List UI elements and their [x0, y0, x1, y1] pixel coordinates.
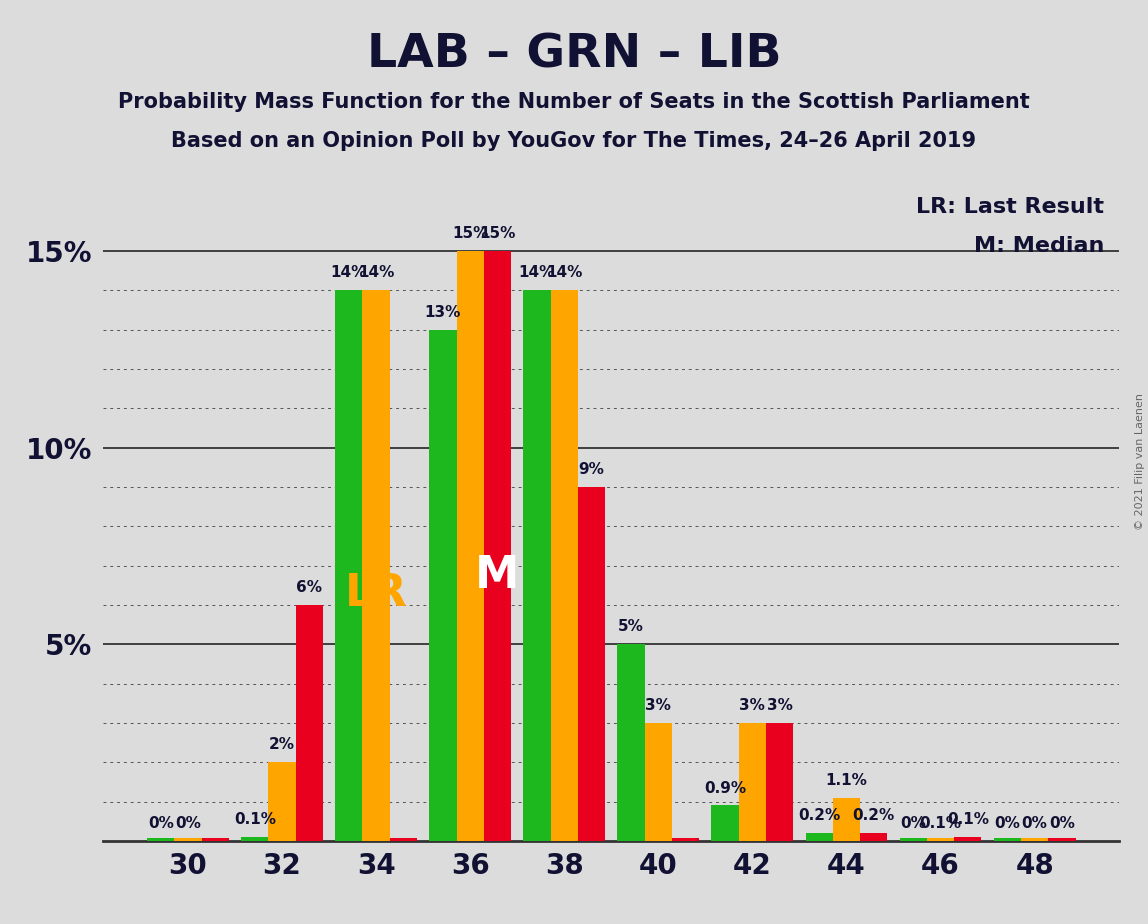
- Bar: [954, 837, 982, 841]
- Bar: [429, 330, 457, 841]
- Bar: [1048, 838, 1076, 841]
- Bar: [994, 838, 1021, 841]
- Bar: [712, 806, 739, 841]
- Bar: [577, 487, 605, 841]
- Bar: [241, 837, 269, 841]
- Text: 0.1%: 0.1%: [947, 812, 988, 827]
- Text: 6%: 6%: [296, 580, 323, 595]
- Bar: [202, 838, 228, 841]
- Text: Probability Mass Function for the Number of Seats in the Scottish Parliament: Probability Mass Function for the Number…: [118, 92, 1030, 113]
- Text: LAB – GRN – LIB: LAB – GRN – LIB: [366, 32, 782, 78]
- Text: 9%: 9%: [579, 462, 605, 477]
- Bar: [860, 833, 887, 841]
- Text: LR: LR: [344, 572, 408, 614]
- Text: 14%: 14%: [519, 265, 556, 281]
- Text: M: Median: M: Median: [974, 237, 1104, 256]
- Text: 0%: 0%: [1049, 816, 1075, 831]
- Bar: [483, 251, 511, 841]
- Text: 14%: 14%: [546, 265, 582, 281]
- Text: Based on an Opinion Poll by YouGov for The Times, 24–26 April 2019: Based on an Opinion Poll by YouGov for T…: [171, 131, 977, 152]
- Text: 0.2%: 0.2%: [798, 808, 840, 823]
- Bar: [672, 838, 699, 841]
- Bar: [335, 290, 363, 841]
- Text: 0.9%: 0.9%: [704, 781, 746, 796]
- Text: 0%: 0%: [148, 816, 173, 831]
- Bar: [363, 290, 390, 841]
- Bar: [900, 838, 926, 841]
- Text: 0.1%: 0.1%: [234, 812, 276, 827]
- Text: 3%: 3%: [645, 698, 672, 713]
- Text: M: M: [475, 553, 520, 597]
- Text: 13%: 13%: [425, 305, 461, 320]
- Text: 3%: 3%: [739, 698, 766, 713]
- Bar: [296, 605, 323, 841]
- Text: 0%: 0%: [900, 816, 926, 831]
- Bar: [457, 251, 483, 841]
- Text: 0%: 0%: [994, 816, 1021, 831]
- Bar: [739, 723, 766, 841]
- Bar: [269, 762, 296, 841]
- Bar: [390, 838, 417, 841]
- Text: 1.1%: 1.1%: [825, 772, 868, 788]
- Bar: [523, 290, 551, 841]
- Text: 0%: 0%: [174, 816, 201, 831]
- Text: 14%: 14%: [358, 265, 394, 281]
- Bar: [147, 838, 174, 841]
- Text: © 2021 Filip van Laenen: © 2021 Filip van Laenen: [1135, 394, 1145, 530]
- Text: 0.1%: 0.1%: [920, 816, 962, 831]
- Text: LR: Last Result: LR: Last Result: [916, 197, 1104, 217]
- Bar: [551, 290, 577, 841]
- Bar: [832, 797, 860, 841]
- Text: 5%: 5%: [618, 619, 644, 635]
- Bar: [766, 723, 793, 841]
- Text: 3%: 3%: [767, 698, 792, 713]
- Bar: [1021, 838, 1048, 841]
- Text: 15%: 15%: [480, 226, 515, 241]
- Text: 14%: 14%: [331, 265, 367, 281]
- Text: 0%: 0%: [1022, 816, 1048, 831]
- Bar: [174, 838, 202, 841]
- Bar: [806, 833, 832, 841]
- Bar: [618, 644, 645, 841]
- Text: 0.2%: 0.2%: [853, 808, 895, 823]
- Bar: [926, 838, 954, 841]
- Bar: [645, 723, 672, 841]
- Text: 2%: 2%: [269, 737, 295, 752]
- Text: 15%: 15%: [452, 226, 488, 241]
